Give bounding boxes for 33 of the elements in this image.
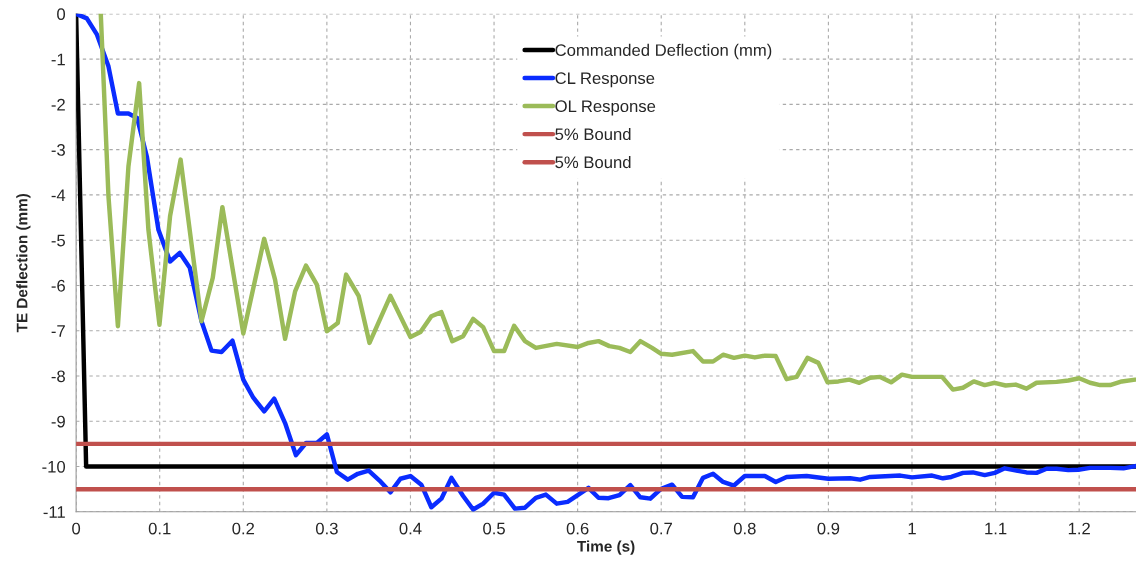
- legend-label: CL Response: [555, 72, 655, 88]
- legend-label: Commanded Deflection (mm): [555, 43, 772, 60]
- x-tick-label: 0.7: [650, 522, 672, 535]
- x-axis-title: Time (s): [577, 540, 635, 555]
- y-tick-label: -4: [51, 189, 66, 201]
- y-tick-label: -10: [42, 460, 66, 473]
- y-tick-label: -2: [51, 98, 65, 111]
- x-tick-label: 0.4: [399, 522, 422, 535]
- y-tick-label: -6: [51, 279, 65, 292]
- line-series: [98, 13, 1136, 392]
- y-tick-label: -8: [51, 370, 65, 383]
- y-tick-label: -3: [51, 144, 65, 156]
- y-axis-title: TE Deflection (mm): [16, 193, 31, 333]
- x-tick-label: 0.3: [315, 522, 338, 535]
- x-tick-label: 0: [72, 522, 81, 535]
- legend-label: 5% Bound: [555, 155, 631, 169]
- y-tick-label: -11: [43, 506, 65, 518]
- x-tick-label: 0.5: [483, 522, 505, 535]
- x-tick-label: 0.6: [566, 522, 589, 535]
- y-tick-label: -5: [51, 234, 65, 247]
- legend-label: 5% Bound: [555, 127, 631, 141]
- x-tick-label: 1: [908, 522, 916, 535]
- y-tick-label: -9: [51, 415, 65, 428]
- legend-label: OL Response: [555, 100, 656, 116]
- x-tick-label: 0.8: [733, 522, 756, 535]
- y-tick-label: 0: [57, 8, 66, 21]
- x-tick-label: 0.9: [817, 522, 840, 535]
- x-tick-label: 1.2: [1068, 522, 1090, 535]
- x-tick-label: 0.2: [232, 522, 255, 535]
- y-tick-label: -1: [51, 53, 65, 66]
- x-tick-label: 0.1: [148, 522, 171, 535]
- y-tick-label: -7: [51, 325, 65, 337]
- x-tick-label: 1.1: [985, 522, 1007, 535]
